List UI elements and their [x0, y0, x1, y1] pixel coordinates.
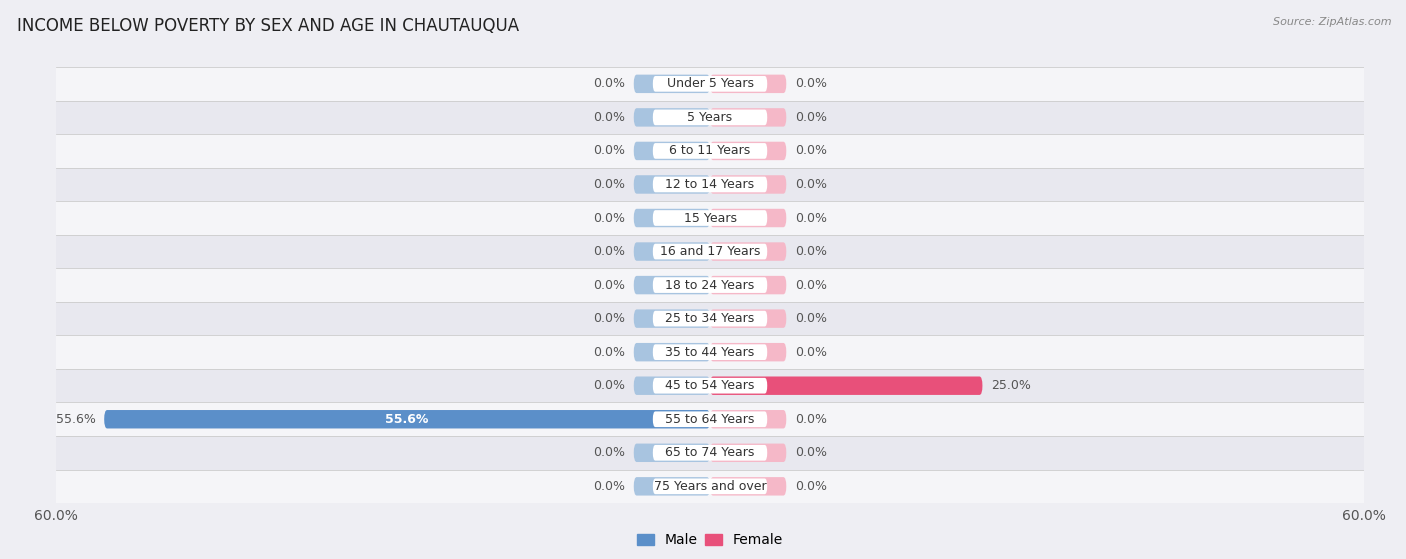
FancyBboxPatch shape	[634, 175, 710, 193]
Text: 0.0%: 0.0%	[794, 278, 827, 292]
Text: 0.0%: 0.0%	[593, 312, 626, 325]
FancyBboxPatch shape	[634, 477, 710, 496]
Text: 75 Years and over: 75 Years and over	[654, 480, 766, 493]
FancyBboxPatch shape	[634, 209, 710, 227]
FancyBboxPatch shape	[652, 244, 768, 259]
Text: 35 to 44 Years: 35 to 44 Years	[665, 345, 755, 359]
Text: 0.0%: 0.0%	[593, 446, 626, 459]
FancyBboxPatch shape	[56, 235, 1364, 268]
Text: 55.6%: 55.6%	[56, 413, 96, 426]
FancyBboxPatch shape	[652, 479, 768, 494]
FancyBboxPatch shape	[652, 76, 768, 92]
FancyBboxPatch shape	[56, 369, 1364, 402]
FancyBboxPatch shape	[710, 444, 786, 462]
FancyBboxPatch shape	[634, 108, 710, 126]
Text: 0.0%: 0.0%	[593, 345, 626, 359]
Text: 0.0%: 0.0%	[593, 211, 626, 225]
FancyBboxPatch shape	[56, 436, 1364, 470]
FancyBboxPatch shape	[634, 343, 710, 362]
Text: 0.0%: 0.0%	[593, 178, 626, 191]
FancyBboxPatch shape	[710, 209, 786, 227]
FancyBboxPatch shape	[56, 201, 1364, 235]
Text: 25 to 34 Years: 25 to 34 Years	[665, 312, 755, 325]
Text: 0.0%: 0.0%	[794, 480, 827, 493]
FancyBboxPatch shape	[710, 142, 786, 160]
Text: 18 to 24 Years: 18 to 24 Years	[665, 278, 755, 292]
FancyBboxPatch shape	[652, 411, 768, 427]
FancyBboxPatch shape	[56, 268, 1364, 302]
FancyBboxPatch shape	[652, 311, 768, 326]
FancyBboxPatch shape	[634, 444, 710, 462]
FancyBboxPatch shape	[710, 477, 786, 496]
Text: 0.0%: 0.0%	[593, 278, 626, 292]
FancyBboxPatch shape	[652, 277, 768, 293]
Text: INCOME BELOW POVERTY BY SEX AND AGE IN CHAUTAUQUA: INCOME BELOW POVERTY BY SEX AND AGE IN C…	[17, 17, 519, 35]
Text: Source: ZipAtlas.com: Source: ZipAtlas.com	[1274, 17, 1392, 27]
FancyBboxPatch shape	[652, 378, 768, 394]
FancyBboxPatch shape	[56, 402, 1364, 436]
FancyBboxPatch shape	[634, 142, 710, 160]
FancyBboxPatch shape	[56, 470, 1364, 503]
FancyBboxPatch shape	[710, 377, 983, 395]
FancyBboxPatch shape	[652, 177, 768, 192]
Text: 15 Years: 15 Years	[683, 211, 737, 225]
FancyBboxPatch shape	[56, 134, 1364, 168]
FancyBboxPatch shape	[652, 110, 768, 125]
Text: 65 to 74 Years: 65 to 74 Years	[665, 446, 755, 459]
Text: 0.0%: 0.0%	[593, 77, 626, 91]
Text: 0.0%: 0.0%	[794, 413, 827, 426]
FancyBboxPatch shape	[710, 410, 786, 429]
Text: 45 to 54 Years: 45 to 54 Years	[665, 379, 755, 392]
FancyBboxPatch shape	[56, 101, 1364, 134]
FancyBboxPatch shape	[634, 276, 710, 294]
FancyBboxPatch shape	[652, 445, 768, 461]
Text: 0.0%: 0.0%	[593, 379, 626, 392]
FancyBboxPatch shape	[710, 310, 786, 328]
Text: 0.0%: 0.0%	[794, 178, 827, 191]
Text: 0.0%: 0.0%	[794, 245, 827, 258]
Text: 12 to 14 Years: 12 to 14 Years	[665, 178, 755, 191]
Text: 0.0%: 0.0%	[794, 111, 827, 124]
FancyBboxPatch shape	[710, 108, 786, 126]
FancyBboxPatch shape	[56, 168, 1364, 201]
Text: 0.0%: 0.0%	[593, 144, 626, 158]
Text: 0.0%: 0.0%	[593, 111, 626, 124]
FancyBboxPatch shape	[652, 210, 768, 226]
Text: 0.0%: 0.0%	[794, 144, 827, 158]
FancyBboxPatch shape	[56, 335, 1364, 369]
Text: 0.0%: 0.0%	[794, 312, 827, 325]
Text: 6 to 11 Years: 6 to 11 Years	[669, 144, 751, 158]
Text: 0.0%: 0.0%	[794, 77, 827, 91]
Text: 55.6%: 55.6%	[385, 413, 429, 426]
Text: 0.0%: 0.0%	[593, 245, 626, 258]
FancyBboxPatch shape	[710, 343, 786, 362]
FancyBboxPatch shape	[634, 377, 710, 395]
FancyBboxPatch shape	[634, 74, 710, 93]
FancyBboxPatch shape	[56, 302, 1364, 335]
FancyBboxPatch shape	[710, 276, 786, 294]
Legend: Male, Female: Male, Female	[631, 528, 789, 553]
Text: 0.0%: 0.0%	[794, 446, 827, 459]
FancyBboxPatch shape	[652, 344, 768, 360]
FancyBboxPatch shape	[634, 243, 710, 260]
FancyBboxPatch shape	[56, 67, 1364, 101]
Text: 0.0%: 0.0%	[593, 480, 626, 493]
Text: 5 Years: 5 Years	[688, 111, 733, 124]
FancyBboxPatch shape	[710, 74, 786, 93]
FancyBboxPatch shape	[710, 243, 786, 260]
FancyBboxPatch shape	[104, 410, 710, 429]
Text: 25.0%: 25.0%	[991, 379, 1031, 392]
FancyBboxPatch shape	[652, 143, 768, 159]
Text: 16 and 17 Years: 16 and 17 Years	[659, 245, 761, 258]
FancyBboxPatch shape	[634, 310, 710, 328]
Text: 55 to 64 Years: 55 to 64 Years	[665, 413, 755, 426]
Text: 0.0%: 0.0%	[794, 345, 827, 359]
FancyBboxPatch shape	[710, 175, 786, 193]
Text: 0.0%: 0.0%	[794, 211, 827, 225]
Text: Under 5 Years: Under 5 Years	[666, 77, 754, 91]
